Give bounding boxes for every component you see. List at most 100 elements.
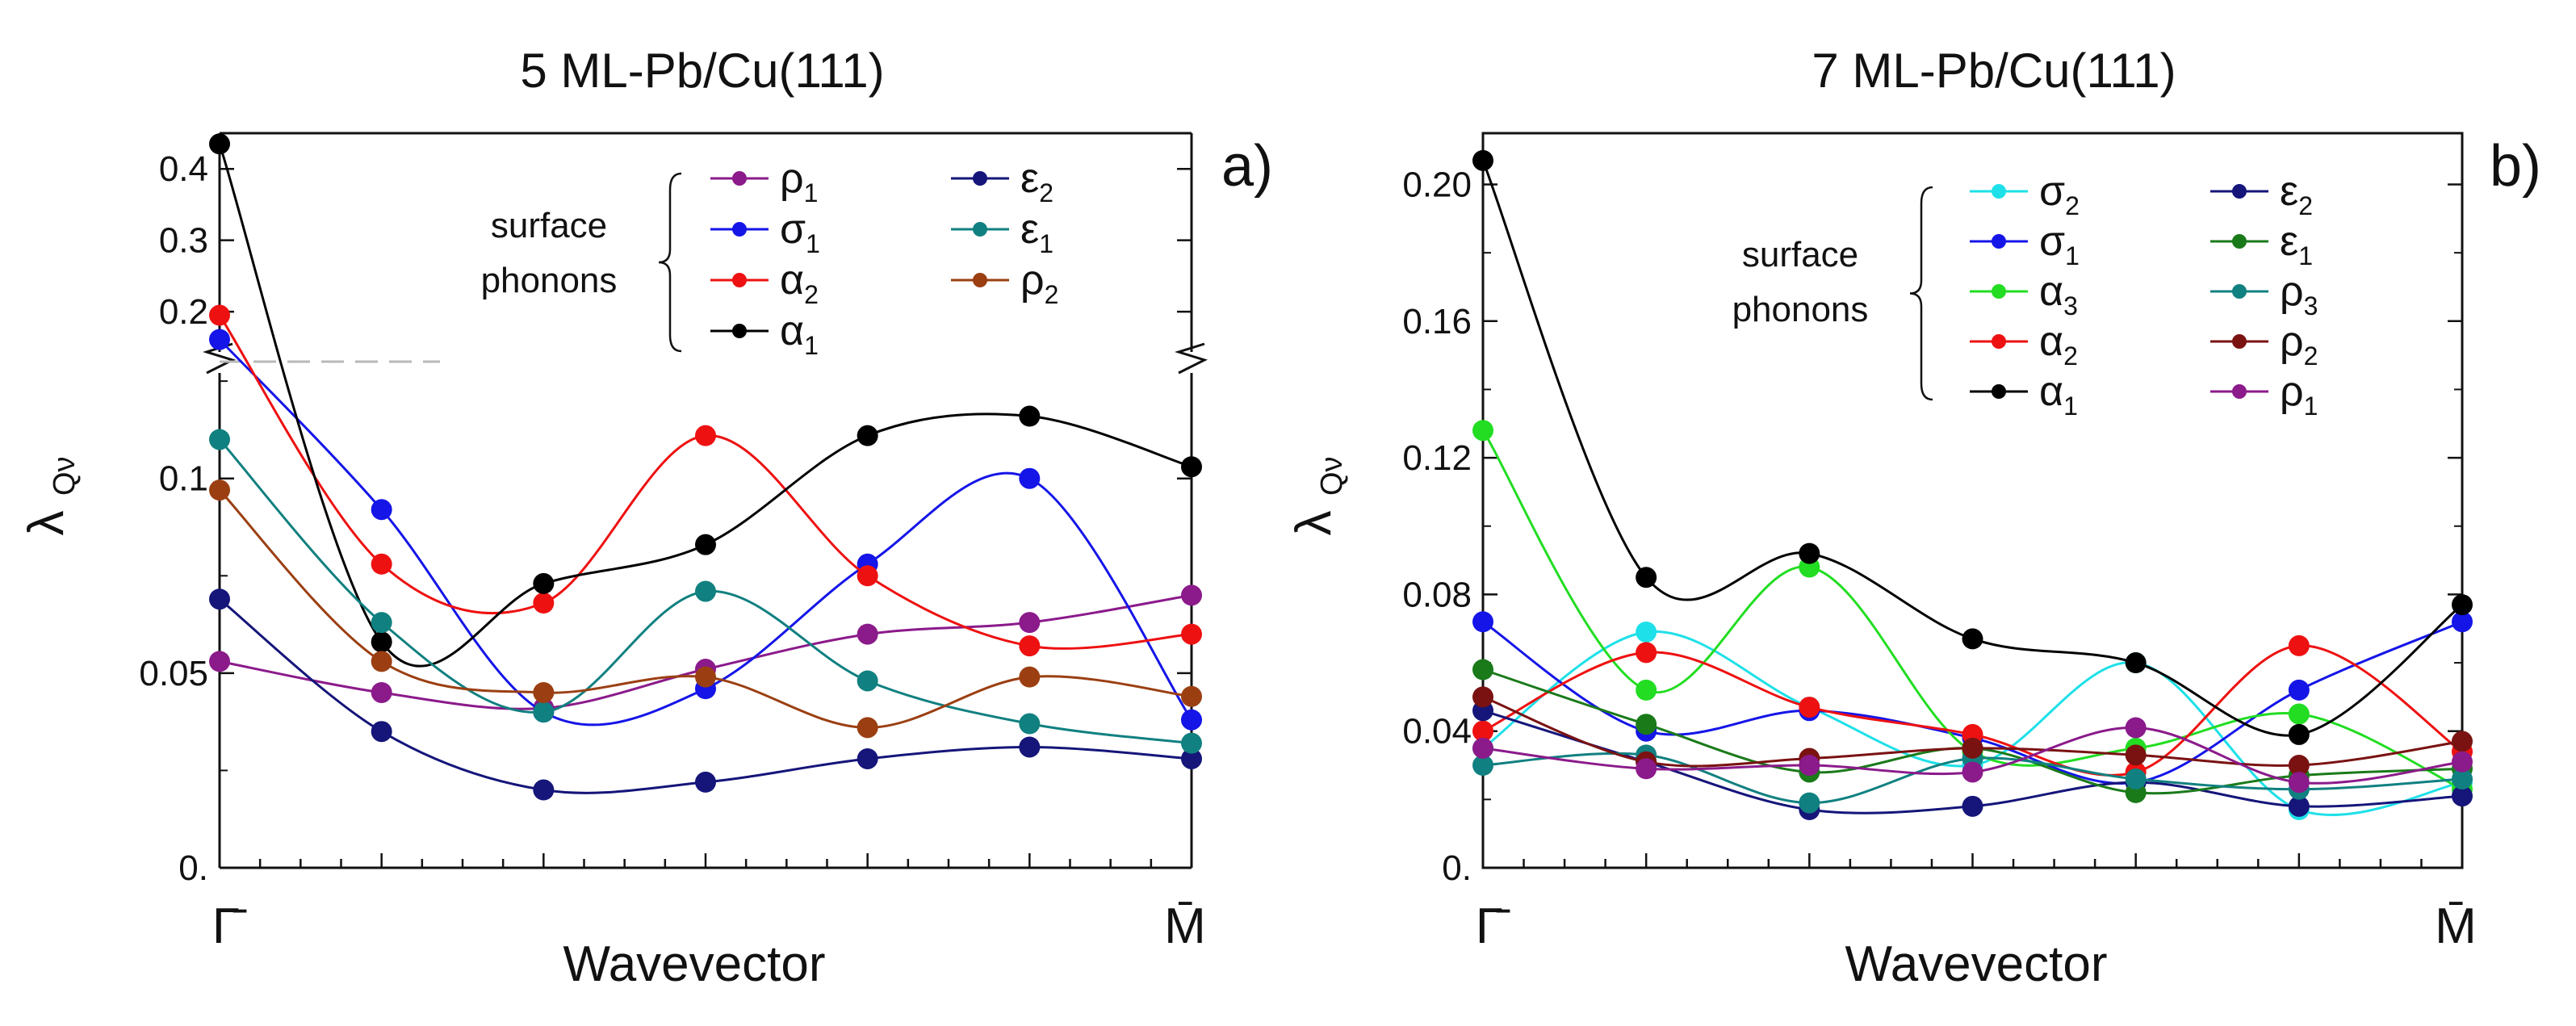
data-point-b-2-5 [2288,703,2310,725]
legend-entry-b-1-label-subscript: 1 [2065,241,2080,270]
data-point-a-3-4 [857,425,878,446]
data-point-b-7-6 [2452,768,2473,789]
data-point-a-2-1 [371,553,392,575]
data-point-b-1-0 [1472,611,1493,633]
legend-entry-b-8-swatch-marker [2232,334,2247,349]
legend-entry-a-6-label-subscript: 2 [1045,280,1059,309]
legend-entry-b-8-label-subscript: 2 [2304,341,2318,371]
data-point-a-2-3 [695,425,716,446]
legend-entry-b-3-label: α2 [2039,318,2078,371]
legend-entry-b-0-label: σ2 [2039,168,2080,220]
legend-entry-a-2-label-subscript: 2 [804,280,819,309]
title-b: 7 ML-Pb/Cu(111) [1812,44,2176,98]
data-point-b-4-6 [2452,594,2473,616]
data-point-b-9-5 [2288,772,2310,794]
legend-entry-b-4-label: α1 [2039,368,2078,421]
legend-entry-a-0-swatch-marker [732,171,747,186]
legend-entry-b-2-label: α3 [2039,268,2078,320]
legend-entry-b-1-label: σ1 [2039,218,2080,270]
y-tick-label-a: 0.1 [159,459,208,499]
data-point-a-0-5 [1019,612,1041,634]
legend-entry-b-6-label-subscript: 1 [2298,241,2313,270]
legend-brace-a [658,172,682,353]
data-point-a-5-4 [857,670,878,692]
panel-label-a: a) [1221,134,1273,199]
data-point-a-1-5 [1019,467,1041,489]
data-point-a-0-1 [371,681,392,703]
data-point-a-5-2 [533,701,555,723]
legend-brace-b [1909,186,1933,401]
legend-entry-a-3-label-subscript: 1 [804,331,819,360]
data-point-b-9-2 [1799,755,1820,777]
data-point-b-4-0 [1472,149,1493,171]
data-point-a-4-3 [695,771,716,793]
data-point-b-8-0 [1472,686,1493,708]
y-tick-label-b: 0.12 [1402,438,1472,478]
y-axis-symbol-a: λ [19,511,74,536]
legend-entry-b-9-label-subscript: 1 [2304,392,2318,421]
data-point-b-3-5 [2288,634,2310,656]
panel-b: 7 ML-Pb/Cu(111) b) Wavevector λ Qν Γ̄ M̄… [1286,44,2541,992]
legend-entry-b-2-label-subscript: 3 [2063,291,2078,320]
y-axis-symbol-b: λ [1286,511,1342,536]
x-tick-label-gamma-a: Γ̄ [212,898,247,954]
data-point-a-5-0 [209,429,230,450]
data-point-a-5-3 [695,580,716,602]
data-point-a-1-0 [209,329,230,350]
data-point-b-6-1 [1636,714,1657,735]
legend-entry-a-0-label-subscript: 1 [804,178,819,207]
legend-entry-a-0-label: ρ1 [780,155,818,207]
data-point-b-4-5 [2288,723,2310,745]
data-point-a-6-3 [695,666,716,688]
x-axis-label-a: Wavevector [563,936,825,992]
title-a: 5 ML-Pb/Cu(111) [520,44,884,98]
data-point-b-9-0 [1472,737,1493,759]
series-line-a-3 [218,143,1192,668]
legend-entry-a-4-label: ε2 [1020,155,1053,207]
data-point-b-5-5 [2288,795,2310,817]
legend-entry-b-5-label: ε2 [2280,168,2313,220]
data-point-a-3-6 [1181,456,1202,478]
legend-group-label-line2-b: phonons [1732,290,1869,329]
data-point-b-9-4 [2125,717,2147,739]
legend-entry-a-5-swatch-marker [973,222,987,237]
data-point-a-4-2 [533,779,555,801]
data-point-a-0-0 [209,651,230,672]
y-axis-label-b: λ Qν [1286,456,1349,535]
data-point-a-2-2 [533,593,555,614]
y-tick-label-b: 0.04 [1402,712,1472,752]
data-point-a-2-5 [1019,635,1041,657]
legend-entry-b-0-label-subscript: 2 [2065,191,2080,220]
legend-entry-b-8-label: ρ2 [2280,318,2318,371]
data-point-b-7-4 [2125,768,2147,789]
data-point-b-8-5 [2288,755,2310,777]
data-point-a-1-1 [371,499,392,521]
legend-entry-b-7-label: ρ3 [2280,268,2318,320]
legend-entry-a-6-swatch-marker [973,273,987,287]
axes-b: 0. 0.04 0.08 0.12 0.16 0.20 [1402,132,2464,888]
data-point-b-5-6 [2452,785,2473,807]
panel-label-b: b) [2490,134,2541,199]
legend-entry-b-4-label-subscript: 1 [2063,392,2078,421]
legend-entry-a-4-label-subscript: 2 [1039,178,1053,207]
legend-entry-a-6-label: ρ2 [1020,257,1058,309]
y-tick-label-b: 0.20 [1402,165,1472,204]
data-point-b-4-1 [1636,567,1657,588]
data-point-a-6-1 [371,651,392,672]
data-point-a-4-1 [371,721,392,743]
legend-entry-b-7-swatch-marker [2232,284,2247,299]
legend-entry-b-6-label: ε1 [2280,218,2313,270]
data-point-b-3-1 [1636,642,1657,664]
legend-entry-b-9-swatch-marker [2232,384,2247,399]
legend-entry-a-1-label-subscript: 1 [806,229,820,258]
data-point-a-3-2 [533,572,555,594]
data-point-a-6-0 [209,479,230,501]
data-point-b-3-0 [1472,720,1493,742]
legend-entry-b-0-swatch-marker [1992,184,2006,199]
axis-break-right-a [1174,342,1208,375]
data-point-b-2-1 [1636,679,1657,701]
data-point-b-4-4 [2125,652,2147,674]
legend-entry-b-5-swatch-marker [2232,184,2247,199]
